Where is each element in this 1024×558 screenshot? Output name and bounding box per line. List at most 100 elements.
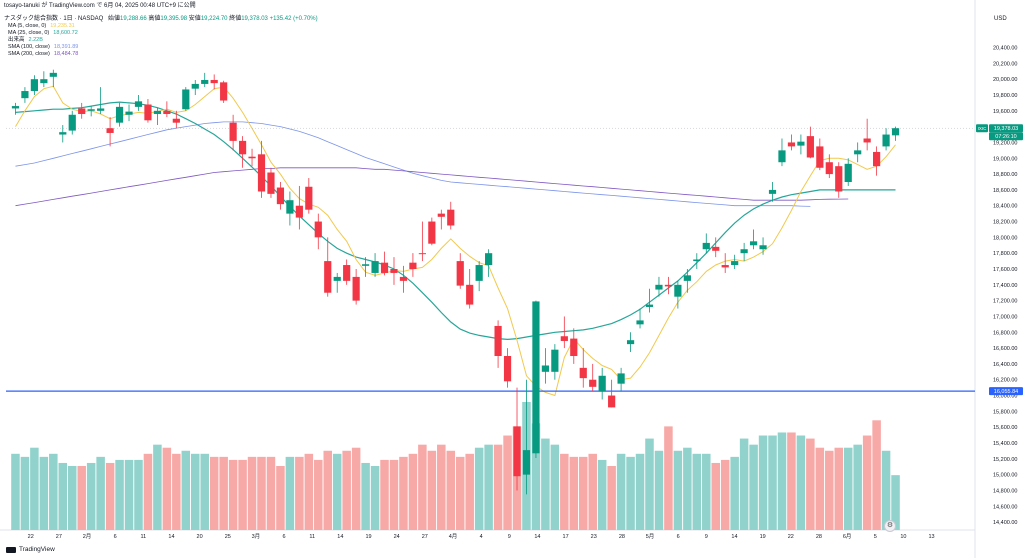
candle-body [191,83,199,89]
candle-body [210,79,218,84]
candle-body [598,375,606,392]
volume-bar [560,453,569,530]
candle-body [702,242,710,250]
x-tick-label: 14 [731,534,737,540]
candle-body [825,162,833,175]
y-tick-label: 19,600.00 [993,109,1017,115]
candle-body [371,261,379,273]
tradingview-logo-icon [6,546,16,553]
x-tick-label: 22 [788,534,794,540]
candle-body [399,276,408,281]
volume-bar [399,456,408,530]
candle-body [456,261,464,286]
indicator-volume[interactable]: 出来高 2.22B [8,37,43,44]
candle-body [125,111,133,115]
indicator-sma200[interactable]: SMA (200, close) 18,484.78 [8,51,78,58]
candle-body [305,186,313,210]
candle-body [494,325,502,356]
y-tick-label: 17,400.00 [993,283,1017,289]
y-tick-label: 18,400.00 [993,204,1017,210]
candle-body [115,106,124,123]
volume-bar [853,444,862,530]
y-tick-label: 14,600.00 [993,504,1017,510]
volume-bar [370,466,380,530]
volume-bar [843,447,853,530]
volume-bar [77,466,86,530]
y-tick-label: 18,000.00 [993,235,1017,241]
y-tick-label: 14,400.00 [993,520,1017,526]
volume-bar [645,438,654,530]
volume-bar [455,456,465,530]
volume-bar [30,447,39,530]
indicator-value: 18,484.78 [53,51,79,57]
volume-bar [654,450,664,530]
footer-brand: TradingView [19,546,55,553]
y-tick-label: 20,400.00 [993,46,1017,52]
volume-bar [730,456,739,530]
indicator-ma5[interactable]: MA (5, close, 0) 19,235.31 [8,23,75,30]
candle-body [882,134,890,147]
candle-body [248,156,256,159]
candle-body [267,172,275,194]
candle-body [97,108,105,111]
y-tick-label: 16,400.00 [993,362,1017,368]
volume-bar [276,466,285,530]
close-label: 終値 [229,16,242,22]
volume-bar [531,423,541,530]
y-tick-label: 19,200.00 [993,140,1017,146]
candle-body [257,154,266,192]
volume-bar [295,456,304,530]
candle-body [409,262,417,269]
volume-bar [143,453,153,530]
y-tick-label: 15,000.00 [993,473,1017,479]
symbol-name[interactable]: ナスダック総合指数 · 1日 · NASDAQ [4,16,104,22]
candle-body [286,200,294,214]
indicator-sma100[interactable]: SMA (100, close) 18,391.89 [8,44,78,51]
indicator-label: 出来高 [8,37,25,43]
x-tick-label: 5月 [646,533,655,540]
indicator-ma25[interactable]: MA (25, close, 0) 18,600.72 [8,30,78,37]
y-tick-label: 18,800.00 [993,172,1017,178]
candle-body [560,336,568,341]
indicator-value: 18,600.72 [53,30,78,36]
candle-body [352,276,360,301]
candle-body [153,110,162,114]
x-tick-label: 9 [508,534,511,540]
candle-body [816,146,824,168]
low-value: 19,224.70 [200,16,228,22]
volume-bar [474,447,484,530]
x-tick-label: 4月 [449,533,458,540]
candle-body [740,249,748,254]
volume-bar [862,435,872,530]
tradingview-footer[interactable]: TradingView [6,546,55,553]
candle-body [797,141,805,146]
y-tick-label: 15,800.00 [993,409,1017,415]
x-tick-label: 6 [283,534,286,540]
volume-bar [834,447,844,530]
volume-bar [758,435,768,530]
settings-gear-icon[interactable]: ⚙ [884,520,896,532]
volume-bar [635,453,645,530]
volume-bar [796,435,806,530]
volume-bar [702,453,711,530]
volume-bar [285,456,295,530]
candle-body [674,284,682,297]
volume-bar [588,453,597,530]
ohlc-row: ナスダック総合指数 · 1日 · NASDAQ 始値19,288.66 高値19… [4,16,318,23]
x-tick-label: 5 [874,534,877,540]
candle-body [30,79,38,92]
volume-bar [683,447,692,530]
publish-title: tosayo-tanuki が TradingView.com で 6月 04,… [4,3,196,9]
volume-bar [58,462,68,530]
x-tick-label: 3月 [252,533,261,540]
x-tick-label: 28 [619,534,625,540]
candle-body [380,262,389,273]
x-tick-label: 23 [591,534,597,540]
candle-body [106,128,114,133]
volume-bar [578,456,588,530]
candle-body [59,132,67,135]
volume-bar [361,462,370,530]
x-tick-label: 27 [422,534,428,540]
x-tick-label: 14 [534,534,540,540]
